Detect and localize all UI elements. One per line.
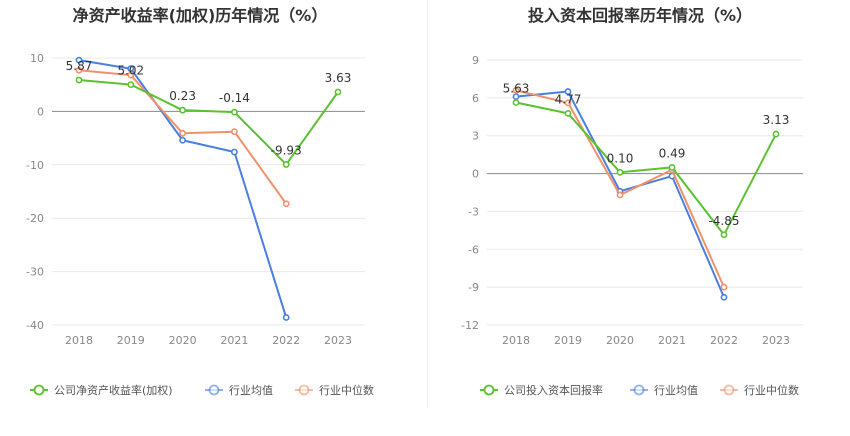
data-label: 5.02 [117, 64, 144, 78]
legend-item: 行业均值 [205, 384, 273, 397]
data-label: 3.13 [763, 113, 790, 127]
y-tick-label: -10 [26, 159, 44, 172]
data-point [720, 231, 728, 239]
chart-title: 净资产收益率(加权)历年情况（%） [73, 6, 328, 25]
y-tick-label: -40 [26, 319, 44, 332]
data-label: 5.63 [503, 82, 530, 96]
legend-label: 公司净资产收益率(加权) [54, 383, 173, 397]
series-line [78, 79, 339, 166]
chart-title: 投入资本回报率历年情况（%） [528, 6, 752, 25]
data-point [230, 128, 238, 136]
data-point [282, 314, 290, 321]
data-label: 5.87 [66, 59, 93, 73]
data-point [564, 88, 572, 95]
data-point [616, 191, 624, 199]
x-tick-label: 2021 [220, 334, 248, 347]
data-label: -0.14 [219, 91, 250, 105]
legend-swatch-marker [33, 384, 45, 396]
legend-swatch-marker [208, 384, 220, 396]
data-point [772, 130, 780, 138]
y-tick-label: 0 [472, 168, 479, 181]
y-tick-label: -12 [461, 319, 479, 332]
x-tick-label: 2020 [606, 334, 634, 347]
data-point [282, 200, 290, 208]
data-point [179, 106, 186, 114]
y-tick-label: 9 [472, 54, 479, 67]
data-point [230, 148, 238, 156]
y-tick-label: -9 [468, 281, 479, 294]
data-label: 0.10 [607, 151, 634, 165]
x-tick-label: 2023 [762, 334, 790, 347]
data-point [616, 168, 624, 176]
series-line [515, 101, 777, 236]
y-tick-label: -30 [26, 266, 44, 279]
y-tick-label: -3 [468, 205, 479, 218]
legend-label: 公司投入资本回报率 [504, 383, 603, 397]
y-tick-label: -20 [26, 212, 44, 225]
legend-item: 行业中位数 [295, 383, 374, 397]
data-point [564, 109, 572, 117]
legend-item: 公司净资产收益率(加权) [30, 383, 173, 397]
y-tick-label: 0 [37, 105, 44, 118]
data-point [668, 163, 676, 171]
y-tick-label: 3 [472, 130, 479, 143]
x-tick-label: 2018 [65, 334, 93, 347]
legend-item: 公司投入资本回报率 [480, 383, 603, 397]
data-point [179, 136, 186, 144]
legend-label: 行业中位数 [319, 383, 374, 397]
legend-swatch-marker [723, 384, 735, 396]
panel-divider [427, 0, 428, 408]
data-point [75, 56, 83, 64]
data-label: 3.63 [325, 71, 352, 85]
x-tick-label: 2020 [169, 334, 197, 347]
legend-label: 行业均值 [654, 384, 698, 397]
chart-1: 净资产收益率(加权)历年情况（%） 10 0 -10 -20 -30 -40 2018 2019… [26, 6, 374, 397]
data-point [334, 88, 342, 96]
data-point [230, 108, 238, 116]
x-tick-label: 2019 [554, 334, 582, 347]
legend-swatch-marker [298, 384, 310, 396]
x-tick-label: 2022 [272, 334, 300, 347]
data-label: 0.23 [169, 89, 196, 103]
x-tick-label: 2023 [324, 334, 352, 347]
data-point [720, 283, 728, 291]
data-label: 0.49 [659, 146, 686, 160]
data-point [720, 293, 728, 301]
data-point [282, 161, 290, 168]
data-point [75, 66, 83, 74]
data-point [512, 99, 520, 106]
legend-swatch-marker [483, 384, 495, 396]
x-tick-label: 2018 [502, 334, 530, 347]
legend-swatch-marker [633, 384, 645, 396]
legend-label: 行业中位数 [744, 383, 799, 397]
y-tick-label: 6 [472, 92, 479, 105]
x-tick-label: 2021 [658, 334, 686, 347]
y-tick-label: 10 [30, 52, 44, 65]
data-label: -9.93 [271, 143, 302, 157]
legend-item: 行业均值 [630, 384, 698, 397]
data-point [127, 71, 135, 79]
data-point [75, 76, 83, 84]
data-point [127, 81, 135, 88]
data-point [512, 86, 520, 94]
legend-item: 行业中位数 [720, 383, 799, 397]
y-tick-label: -6 [468, 243, 479, 256]
legend-label: 行业均值 [229, 384, 273, 397]
data-point [564, 99, 572, 107]
data-label: 4.77 [555, 92, 582, 106]
x-tick-label: 2019 [117, 334, 145, 347]
data-point [179, 129, 186, 137]
data-point [127, 65, 135, 73]
x-tick-label: 2022 [710, 334, 738, 347]
chart-2: 投入资本回报率历年情况（%） 9 6 3 0 -3 -6 -9 -12 2018 2019 2020 2… [461, 6, 803, 397]
data-label: -4.85 [708, 214, 739, 228]
